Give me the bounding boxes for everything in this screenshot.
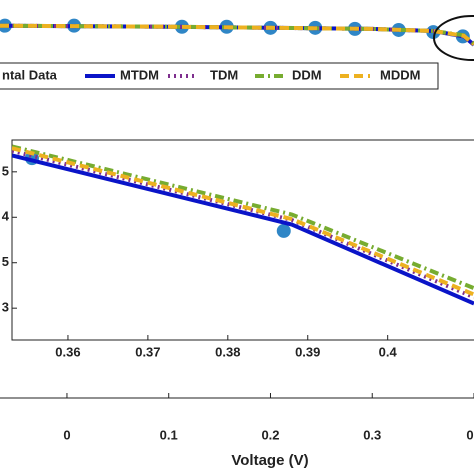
legend-box bbox=[0, 62, 439, 90]
x-tick-label: 0.2 bbox=[261, 427, 279, 442]
y-tick-label: 5 bbox=[2, 254, 9, 269]
legend-label: DDM bbox=[292, 67, 322, 82]
x-tick-label: 0.1 bbox=[160, 427, 178, 442]
x-tick-label: 0.4 bbox=[379, 344, 398, 359]
inset-frame bbox=[11, 139, 474, 341]
x-tick-label: 0 bbox=[466, 427, 473, 442]
legend-label: TDM bbox=[210, 67, 238, 82]
y-tick-label: 3 bbox=[2, 300, 9, 315]
x-tick-label: 0.39 bbox=[295, 344, 320, 359]
model-line bbox=[12, 144, 474, 291]
x-axis-label: Voltage (V) bbox=[231, 452, 308, 469]
legend-label: ntal Data bbox=[2, 67, 58, 82]
model-line bbox=[0, 23, 474, 46]
x-tick-label: 0.36 bbox=[55, 344, 80, 359]
model-line bbox=[12, 146, 474, 297]
data-point bbox=[276, 223, 291, 238]
plot-area bbox=[12, 144, 474, 306]
x-tick-label: 0.38 bbox=[215, 344, 240, 359]
legend-label: MTDM bbox=[120, 67, 159, 82]
highlight-ellipse bbox=[433, 15, 474, 61]
model-line bbox=[12, 153, 474, 306]
x-tick-label: 0.37 bbox=[135, 344, 160, 359]
y-tick-label: 5 bbox=[2, 163, 9, 178]
x-tick-label: 0.3 bbox=[363, 427, 381, 442]
legend-label: MDDM bbox=[380, 67, 420, 82]
x-tick-label: 0 bbox=[63, 427, 70, 442]
y-tick-label: 4 bbox=[2, 209, 10, 224]
plot-area bbox=[0, 18, 474, 47]
